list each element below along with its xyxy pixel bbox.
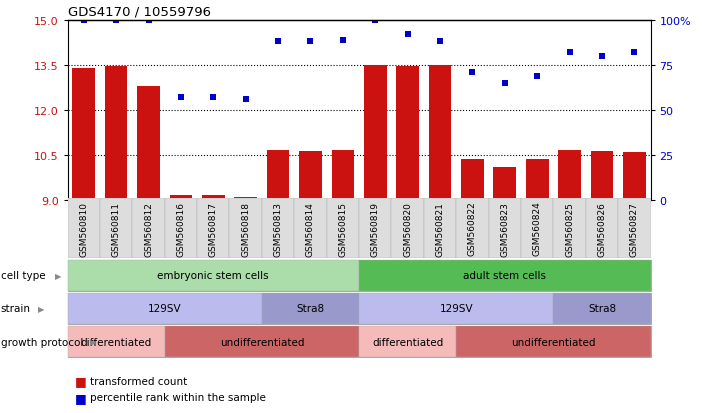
Point (466, 69, 478, 76)
Point (305, 39, 316, 45)
Text: adult stem cells: adult stem cells (464, 271, 546, 281)
Text: undifferentiated: undifferentiated (511, 337, 596, 347)
Bar (262, 198, 294, 258)
Text: cell type: cell type (1, 271, 46, 281)
Bar (132, 198, 165, 258)
Text: GSM560822: GSM560822 (468, 201, 477, 256)
Point (434, 39, 446, 45)
Bar (137, 87, 160, 200)
Text: ■: ■ (75, 374, 87, 387)
Text: GSM560817: GSM560817 (209, 201, 218, 256)
Point (564, 50, 575, 56)
Text: GSM560826: GSM560826 (597, 201, 606, 256)
Bar (105, 67, 127, 200)
Bar (618, 198, 651, 258)
Text: GSM560824: GSM560824 (533, 201, 542, 256)
Bar (202, 196, 225, 200)
Point (370, 17, 381, 24)
Text: GSM560811: GSM560811 (112, 201, 121, 256)
Point (629, 50, 640, 56)
Bar (591, 152, 614, 200)
Text: ▶: ▶ (55, 271, 62, 280)
Text: growth protocol: growth protocol (1, 337, 83, 347)
Text: differentiated: differentiated (80, 337, 151, 347)
Bar (294, 198, 326, 258)
Text: ▶: ▶ (38, 304, 45, 313)
Bar (521, 198, 553, 258)
Text: differentiated: differentiated (372, 337, 443, 347)
Point (175, 95, 186, 101)
Text: GSM560825: GSM560825 (565, 201, 574, 256)
Point (208, 95, 219, 101)
Bar (526, 160, 549, 200)
Text: GDS4170 / 10559796: GDS4170 / 10559796 (68, 5, 210, 18)
Text: Stra8: Stra8 (588, 304, 616, 314)
Point (240, 96, 252, 103)
Text: GSM560812: GSM560812 (144, 201, 153, 256)
Point (272, 39, 284, 45)
Bar (359, 198, 392, 258)
Text: transformed count: transformed count (90, 375, 188, 386)
Bar (424, 198, 456, 258)
Text: percentile rank within the sample: percentile rank within the sample (90, 392, 266, 402)
Text: GSM560819: GSM560819 (370, 201, 380, 256)
Bar (461, 160, 483, 200)
Bar (429, 66, 451, 200)
Text: 129SV: 129SV (148, 304, 181, 314)
Text: embryonic stem cells: embryonic stem cells (158, 271, 269, 281)
Text: GSM560818: GSM560818 (241, 201, 250, 256)
Text: GSM560815: GSM560815 (338, 201, 348, 256)
Bar (553, 198, 586, 258)
Bar (197, 198, 230, 258)
Bar (299, 152, 322, 200)
Point (143, 17, 154, 24)
Bar (364, 66, 387, 200)
Point (499, 80, 510, 87)
Text: strain: strain (1, 304, 31, 314)
Text: GSM560810: GSM560810 (79, 201, 88, 256)
Point (402, 32, 413, 38)
Bar (230, 198, 262, 258)
Bar (586, 198, 618, 258)
Text: GSM560823: GSM560823 (501, 201, 509, 256)
Text: ■: ■ (75, 391, 87, 404)
Text: ▶: ▶ (90, 337, 96, 346)
Bar (488, 198, 521, 258)
Bar (267, 151, 289, 200)
Point (110, 17, 122, 24)
Text: undifferentiated: undifferentiated (220, 337, 304, 347)
Text: GSM560813: GSM560813 (274, 201, 282, 256)
Bar (392, 198, 424, 258)
Point (337, 37, 348, 44)
Text: GSM560814: GSM560814 (306, 201, 315, 256)
Text: GSM560827: GSM560827 (630, 201, 639, 256)
Bar (170, 196, 192, 200)
Text: GSM560820: GSM560820 (403, 201, 412, 256)
Bar (68, 198, 100, 258)
Text: GSM560816: GSM560816 (176, 201, 186, 256)
Text: Stra8: Stra8 (296, 304, 324, 314)
Point (532, 73, 543, 80)
Point (597, 53, 608, 60)
Point (78, 17, 90, 24)
Bar (456, 198, 488, 258)
Bar (326, 198, 359, 258)
Bar (165, 198, 197, 258)
Bar (396, 67, 419, 200)
Bar (493, 167, 516, 200)
Bar (331, 151, 354, 200)
Bar (558, 151, 581, 200)
Bar (73, 69, 95, 200)
Text: GSM560821: GSM560821 (436, 201, 444, 256)
Bar (100, 198, 132, 258)
Bar (235, 197, 257, 200)
Text: 129SV: 129SV (439, 304, 473, 314)
Bar (623, 153, 646, 200)
